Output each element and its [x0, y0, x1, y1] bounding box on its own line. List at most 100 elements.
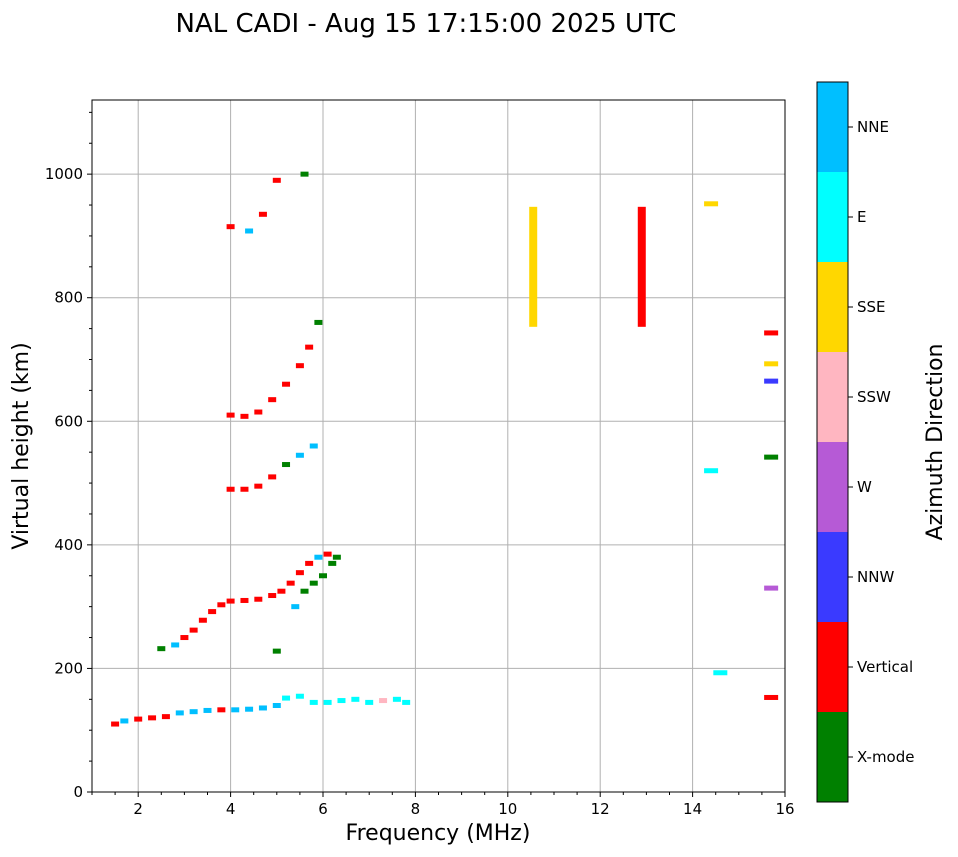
- echo-point: [295, 570, 304, 576]
- y-tick-label: 800: [54, 289, 83, 307]
- echo-point: [120, 718, 129, 724]
- echo-point: [764, 694, 779, 700]
- echo-point: [203, 707, 212, 713]
- colorbar-tick-label: E: [857, 208, 866, 226]
- x-tick-label: 2: [133, 800, 143, 818]
- echo-point: [254, 596, 263, 602]
- echo-point: [295, 363, 304, 369]
- colorbar-tick-label: NNE: [857, 118, 889, 136]
- echo-point: [208, 609, 217, 615]
- echo-point: [314, 554, 323, 560]
- colorbar-segment: [817, 172, 848, 262]
- echo-point: [231, 707, 240, 713]
- echo-point: [319, 573, 327, 579]
- echo-point: [764, 585, 779, 591]
- plot-area: 2 4 6 8 10 12 14 16 0 200 400 600 800 1000: [45, 99, 795, 818]
- y-axis-label: Virtual height (km): [9, 342, 34, 549]
- echo-point: [217, 707, 226, 713]
- colorbar-tick-label: NNW: [857, 568, 894, 586]
- echo-point: [282, 462, 291, 468]
- echo-point: [268, 397, 277, 403]
- echo-point: [272, 177, 281, 183]
- echo-point: [704, 468, 719, 474]
- echo-point: [240, 413, 249, 419]
- echo-point: [157, 646, 166, 652]
- echo-point: [379, 698, 388, 704]
- echo-point: [328, 560, 337, 566]
- echo-point: [226, 412, 235, 418]
- colorbar-segment: [817, 352, 848, 442]
- echo-point: [295, 452, 304, 458]
- echo-point: [764, 454, 779, 460]
- echo-point: [764, 330, 779, 336]
- echo-point: [226, 486, 235, 492]
- echo-point: [198, 617, 207, 623]
- echo-point: [337, 698, 346, 704]
- echo-point: [529, 206, 538, 327]
- echo-point: [309, 580, 318, 586]
- echo-point: [392, 696, 401, 702]
- echo-point: [286, 580, 295, 586]
- echo-point: [365, 699, 374, 705]
- plot-frame: [91, 99, 786, 793]
- echo-point: [175, 710, 184, 716]
- x-tick-label: 10: [498, 800, 517, 818]
- y-tick-label: 1000: [45, 165, 83, 183]
- x-tick-label: 16: [775, 800, 794, 818]
- colorbar: X-mode Vertical NNW W SSW SSE E NNE: [816, 81, 914, 803]
- colorbar-segment: [817, 442, 848, 532]
- echo-point: [240, 597, 249, 603]
- echo-point: [258, 211, 267, 217]
- echo-point: [245, 706, 254, 712]
- echo-point: [291, 604, 300, 610]
- colorbar-tick-label: SSW: [857, 388, 891, 406]
- echo-point: [268, 593, 277, 599]
- echo-point: [637, 206, 646, 327]
- echo-point: [226, 224, 235, 230]
- colorbar-tick-label: Vertical: [857, 658, 913, 676]
- echo-point: [704, 201, 719, 207]
- chart-title: NAL CADI - Aug 15 17:15:00 2025 UTC: [176, 9, 677, 39]
- y-axis-ticks: 0 200 400 600 800 1000: [45, 111, 92, 801]
- y-tick-label: 400: [54, 536, 83, 554]
- echo-point: [277, 588, 286, 594]
- echo-point: [300, 588, 309, 594]
- grid: [92, 100, 786, 793]
- x-tick-label: 12: [591, 800, 610, 818]
- echo-point: [258, 705, 267, 711]
- echo-point: [305, 344, 314, 350]
- echo-point: [282, 381, 291, 387]
- echo-point: [134, 716, 143, 722]
- echo-point: [300, 171, 309, 177]
- x-axis-ticks: 2 4 6 8 10 12 14 16: [91, 792, 795, 818]
- x-axis-label: Frequency (MHz): [346, 821, 531, 846]
- echo-point: [189, 627, 198, 633]
- echo-point: [217, 602, 226, 608]
- x-tick-label: 6: [318, 800, 328, 818]
- y-tick-label: 200: [54, 659, 83, 677]
- echo-point: [305, 560, 314, 566]
- echo-point: [764, 378, 779, 384]
- echo-point: [309, 699, 318, 705]
- echo-point: [254, 409, 263, 415]
- x-tick-label: 8: [411, 800, 421, 818]
- y-tick-label: 600: [54, 412, 83, 430]
- echo-point: [189, 709, 198, 715]
- echo-point: [332, 554, 341, 560]
- echo-point: [295, 693, 304, 699]
- colorbar-tick-label: X-mode: [857, 748, 914, 766]
- echo-point: [240, 486, 249, 492]
- echo-point: [323, 699, 332, 705]
- echo-point: [323, 551, 332, 557]
- echo-point: [254, 483, 263, 489]
- colorbar-segment: [817, 82, 848, 172]
- colorbar-tick-label: SSE: [857, 298, 886, 316]
- colorbar-label: Azimuth Direction: [923, 343, 948, 540]
- echo-point: [351, 696, 360, 702]
- echo-point: [111, 721, 120, 727]
- colorbar-segment: [817, 262, 848, 352]
- echo-point: [282, 695, 291, 701]
- echo-point: [148, 715, 157, 721]
- colorbar-segment: [817, 532, 848, 622]
